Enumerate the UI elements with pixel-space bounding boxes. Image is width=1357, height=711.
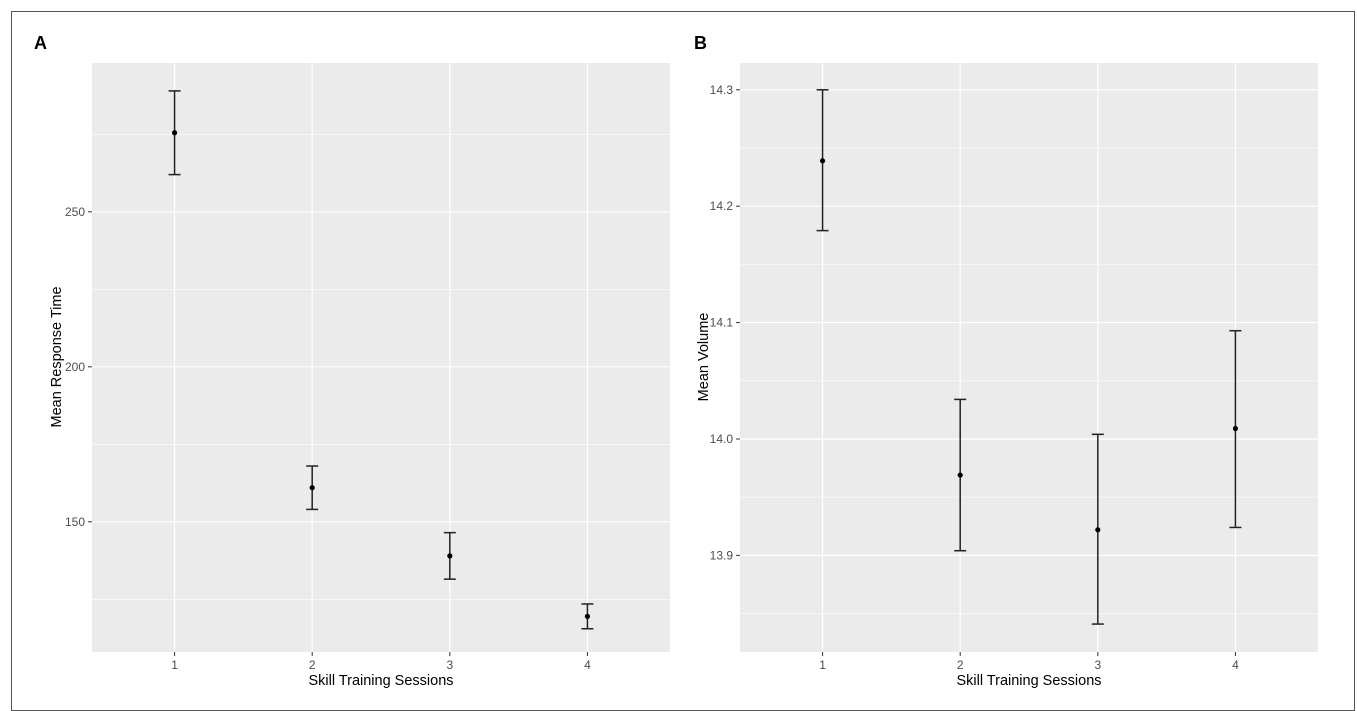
- mean-point: [447, 553, 453, 559]
- panel-b-marks: [816, 89, 1242, 625]
- error-bar: [443, 531, 456, 580]
- mean-point: [957, 472, 963, 478]
- x-tick-label: 2: [957, 658, 964, 672]
- x-tick-label: 1: [819, 658, 826, 672]
- panel-b-label: B: [694, 33, 707, 53]
- panel-b-y-axis-title: Mean Volume: [696, 313, 712, 402]
- x-tick-label: 4: [584, 658, 591, 672]
- x-tick-label: 4: [1232, 658, 1239, 672]
- x-tick-label: 3: [446, 658, 453, 672]
- panel-a-y-axis-title: Mean Response Time: [49, 286, 65, 427]
- x-tick-label: 3: [1094, 658, 1101, 672]
- error-bar: [1091, 433, 1104, 625]
- panel-b-grid: [740, 63, 1318, 652]
- panel-a-y-ticks: 150 200 250: [65, 205, 92, 529]
- panel-a: A 150 200 250 1 2 3 4 Skill Training Sessions…: [34, 33, 670, 689]
- mean-point: [584, 613, 591, 619]
- panel-b-plot-background: [740, 63, 1318, 652]
- panel-b: B 13.9 14.0 14.1 14.2 14.3 1 2 3 4 Skill Traini…: [694, 33, 1318, 689]
- panel-a-plot-background: [92, 63, 670, 652]
- mean-point: [309, 485, 315, 491]
- y-tick-label: 14.3: [710, 83, 734, 97]
- panel-b-x-ticks: 1 2 3 4: [819, 652, 1239, 672]
- x-tick-label: 1: [171, 658, 178, 672]
- panel-a-label: A: [34, 33, 47, 53]
- y-tick-label: 13.9: [710, 548, 734, 562]
- panel-a-x-ticks: 1 2 3 4: [171, 652, 591, 672]
- panel-b-y-ticks: 13.9 14.0 14.1 14.2 14.3: [710, 83, 740, 562]
- error-bar: [581, 603, 594, 630]
- y-tick-label: 250: [65, 205, 85, 219]
- error-bar: [306, 465, 319, 511]
- mean-point: [1095, 527, 1101, 533]
- x-tick-label: 2: [309, 658, 316, 672]
- panel-a-x-axis-title: Skill Training Sessions: [308, 673, 453, 689]
- error-bar: [1229, 329, 1242, 529]
- y-tick-label: 200: [65, 360, 85, 374]
- y-tick-label: 150: [65, 515, 85, 529]
- error-bar: [954, 398, 967, 552]
- y-tick-label: 14.2: [710, 199, 734, 213]
- panel-b-x-axis-title: Skill Training Sessions: [956, 673, 1101, 689]
- error-bar: [168, 90, 181, 176]
- y-tick-label: 14.1: [710, 316, 734, 330]
- error-bar: [816, 89, 829, 232]
- y-tick-label: 14.0: [710, 432, 734, 446]
- mean-point: [1232, 425, 1239, 432]
- mean-point: [819, 158, 826, 164]
- mean-point: [171, 130, 178, 136]
- panel-a-marks: [168, 90, 594, 630]
